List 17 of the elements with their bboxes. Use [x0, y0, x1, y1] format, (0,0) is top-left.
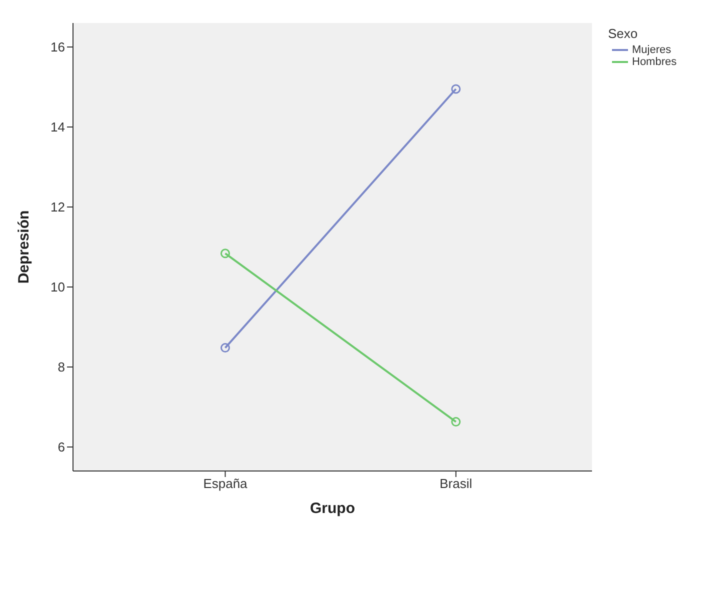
point: [451, 84, 461, 94]
x-tick-label: España: [203, 476, 248, 492]
point: [451, 417, 461, 427]
x-tick-label: Brasil: [440, 476, 472, 492]
legend-label: Mujeres: [632, 44, 672, 56]
point: [220, 248, 230, 258]
legend-title: Sexo: [608, 26, 639, 41]
y-tick-label: 10: [50, 280, 65, 295]
y-tick-label: 14: [50, 120, 65, 135]
point: [220, 343, 230, 353]
legend-label: Hombres: [632, 56, 677, 68]
y-axis-title: Depresión: [15, 210, 32, 284]
y-tick-label: 16: [50, 40, 65, 55]
y-tick-label: 8: [58, 360, 65, 375]
y-tick-label: 6: [58, 440, 65, 455]
y-tick-label: 12: [50, 200, 65, 215]
x-axis-title: Grupo: [310, 500, 355, 517]
